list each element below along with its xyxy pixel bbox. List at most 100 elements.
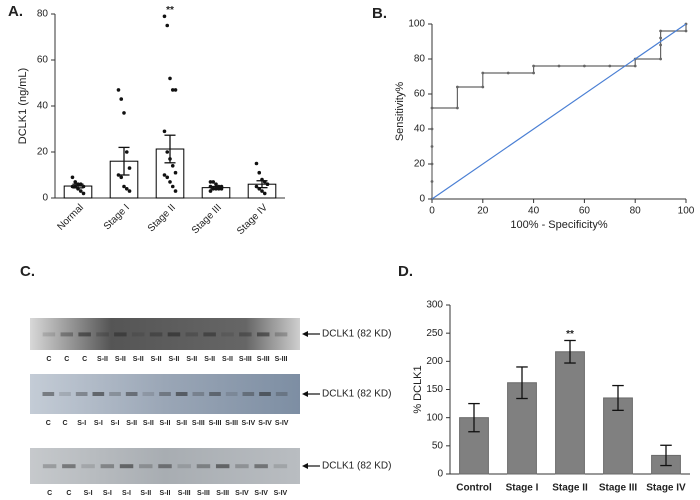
data-point <box>214 187 218 191</box>
x-tick-label: 100 <box>678 206 695 217</box>
data-point <box>168 157 172 161</box>
y-tick-label: 60 <box>37 55 49 66</box>
y-tick-label: 0 <box>419 194 425 205</box>
lane-label: S-IV <box>258 420 272 427</box>
y-tick-label: 20 <box>414 159 426 170</box>
data-point <box>116 88 121 92</box>
arrow-head <box>302 391 308 397</box>
blot-band <box>142 392 155 396</box>
data-point <box>257 170 262 175</box>
y-tick-label: 0 <box>437 469 443 480</box>
roc-marker <box>430 106 434 110</box>
blot-band <box>78 332 91 337</box>
x-tick-label: Stage IV <box>235 202 270 237</box>
x-tick-label: Stage I <box>102 202 132 232</box>
lane-label: C <box>82 356 87 363</box>
data-point <box>70 184 75 189</box>
lane-label: S-II <box>97 356 108 363</box>
y-tick-label: 100 <box>408 19 425 30</box>
data-point <box>165 23 170 28</box>
x-tick-label: 20 <box>477 206 489 217</box>
roc-marker <box>532 64 535 68</box>
data-point <box>208 180 213 184</box>
data-point <box>76 187 80 191</box>
roc-line <box>431 23 687 200</box>
blot-band <box>235 464 249 469</box>
lane-label: S-II <box>133 356 144 363</box>
blot-band <box>42 332 56 337</box>
data-point <box>219 187 224 191</box>
roc-marker <box>659 29 662 33</box>
blot-band <box>62 464 76 469</box>
lane-label: S-IV <box>235 490 249 497</box>
y-tick-label: 20 <box>37 147 49 158</box>
data-point <box>127 166 132 170</box>
blot-band <box>256 332 270 337</box>
data-point <box>265 182 270 186</box>
lane-label: S-III <box>275 356 288 363</box>
blot-band <box>131 332 145 337</box>
blot-band <box>275 392 288 396</box>
lane-label: S-II <box>143 420 154 427</box>
lane-label: S-I <box>122 490 131 497</box>
roc-marker <box>532 71 535 75</box>
blot-band <box>92 392 105 396</box>
blot-band <box>75 392 88 396</box>
roc-marker <box>481 85 485 89</box>
panel-label: D. <box>398 263 413 280</box>
error-bar <box>612 384 624 411</box>
lane-label: S-III <box>225 420 238 427</box>
error-bar <box>468 402 480 433</box>
lane-label: S-II <box>186 356 197 363</box>
blot-band <box>159 392 171 396</box>
y-axis-label: DCLK1 (ng/mL) <box>17 68 29 144</box>
data-point <box>262 191 267 196</box>
roc-marker <box>430 162 434 166</box>
blot-band <box>273 464 288 469</box>
x-tick-label: Control <box>456 483 492 494</box>
x-tick-label: Stage IV <box>646 483 686 494</box>
data-point <box>168 180 172 184</box>
blot-band <box>175 392 188 396</box>
blot-band <box>42 392 55 396</box>
roc-marker <box>430 180 434 183</box>
y-tick-label: 250 <box>426 328 443 339</box>
blot-image <box>30 448 300 484</box>
blot-band <box>215 464 230 469</box>
roc-marker <box>659 43 662 47</box>
lane-label: C <box>46 420 51 427</box>
lane-label: S-IV <box>274 490 288 497</box>
y-tick-label: 200 <box>426 356 443 367</box>
data-point <box>211 187 216 191</box>
blot-band <box>125 392 138 396</box>
data-point <box>127 189 132 193</box>
x-tick-label: Stage III <box>599 483 638 494</box>
y-tick-label: 80 <box>414 54 426 65</box>
blot-band <box>239 332 252 337</box>
blot-band <box>59 392 71 396</box>
data-point <box>162 14 167 19</box>
data-point <box>208 184 213 189</box>
roc-marker <box>659 57 662 61</box>
x-tick-label: 60 <box>579 206 591 217</box>
x-tick-label: 40 <box>528 206 540 217</box>
significance-mark: ** <box>566 329 574 340</box>
blot-band <box>274 332 288 337</box>
data-point <box>122 111 126 115</box>
data-point <box>116 173 121 177</box>
blot-band <box>254 464 268 469</box>
lane-label: S-III <box>209 420 222 427</box>
blot-band <box>167 332 181 337</box>
lane-label: S-I <box>103 490 112 497</box>
data-point <box>208 189 213 193</box>
lane-label: S-II <box>126 420 137 427</box>
lane-label: S-III <box>197 490 210 497</box>
data-point <box>262 180 267 184</box>
blot-band <box>242 392 255 396</box>
y-tick-label: 80 <box>37 9 49 20</box>
blot-band <box>119 464 134 469</box>
data-point <box>81 191 86 196</box>
lane-label: S-IV <box>275 420 289 427</box>
